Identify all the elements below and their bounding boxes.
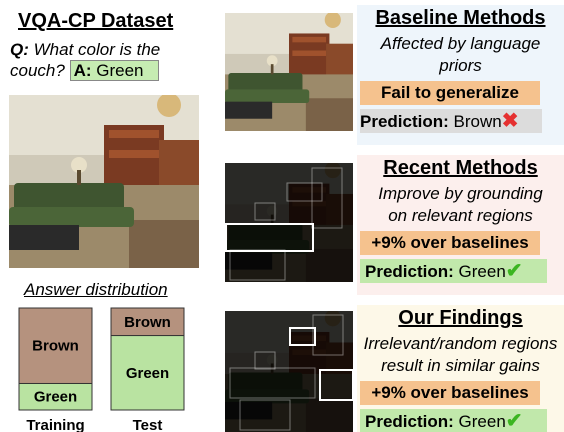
distribution-title: Answer distribution [24, 280, 168, 299]
segment-label: Green [34, 389, 77, 406]
segment-label: Brown [124, 314, 171, 331]
panel-description: priors [439, 56, 482, 75]
segment-label: Green [126, 365, 169, 382]
region-boxes [229, 314, 354, 431]
bar-label: Test [133, 417, 163, 432]
bar-segment [110, 335, 185, 411]
highlight: +9% over baselines [360, 231, 540, 255]
prediction-box: Prediction: Green✔ [360, 409, 547, 432]
region-boxes [225, 167, 343, 281]
input-image [9, 95, 199, 268]
check-icon: ✔ [505, 410, 523, 432]
panel-title: Our Findings [398, 307, 523, 329]
panel-description: result in similar gains [381, 356, 540, 375]
panel-description: Improve by grounding [378, 184, 543, 203]
prediction-label: Prediction: [365, 412, 454, 431]
dark-overlay [225, 163, 353, 282]
cross-icon: ✖ [501, 110, 519, 132]
prediction: Green [458, 262, 506, 281]
panel-description: on relevant regions [388, 206, 533, 225]
a-label: A: [73, 61, 92, 80]
bar-segment [18, 307, 93, 384]
question: What color is the [33, 40, 161, 59]
bar-label: Training [26, 417, 84, 432]
prediction-box: Prediction: Brown✖ [360, 109, 542, 133]
check-icon: ✔ [505, 260, 523, 282]
baseline-image [225, 13, 353, 131]
prediction-label: Prediction: [365, 262, 454, 281]
panel-description: Irrelevant/random regions [363, 334, 558, 353]
highlight: +9% over baselines [360, 381, 540, 405]
panel-title: Baseline Methods [375, 7, 546, 29]
panel-title: Recent Methods [383, 157, 538, 179]
prediction-label: Prediction: [360, 112, 449, 131]
prediction-box: Prediction: Green✔ [360, 259, 547, 283]
segment-label: Brown [32, 338, 79, 355]
answer: Green [96, 61, 144, 80]
bar-segment [110, 307, 185, 337]
prediction: Green [458, 412, 506, 431]
q-label: Q: [10, 40, 29, 59]
question: couch? [10, 61, 65, 80]
panel-description: Affected by language [380, 34, 541, 53]
dataset-title: VQA-CP Dataset [18, 10, 174, 32]
highlight: Fail to generalize [360, 81, 540, 105]
prediction: Brown [453, 112, 502, 131]
